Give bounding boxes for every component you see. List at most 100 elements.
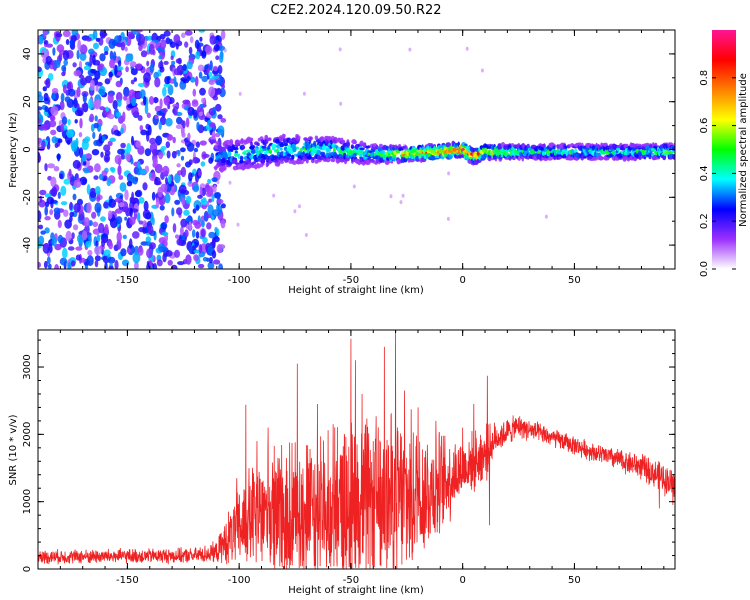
noise-blob	[115, 208, 121, 214]
noise-blob	[59, 173, 64, 180]
noise-blob	[115, 66, 124, 71]
noise-blob	[163, 83, 171, 88]
ridge-cell	[249, 145, 255, 150]
noise-blob	[120, 248, 127, 257]
noise-blob	[44, 216, 51, 221]
noise-blob	[177, 149, 181, 157]
x-tick-label: -50	[343, 275, 359, 286]
noise-blob	[56, 44, 65, 53]
x-tick-label: 0	[459, 575, 465, 586]
noise-blob	[137, 82, 145, 88]
noise-blob	[135, 63, 143, 70]
noise-blob	[92, 221, 99, 228]
noise-blob	[208, 86, 216, 98]
noise-blob	[88, 220, 93, 226]
noise-blob	[51, 93, 56, 100]
noise-blob	[57, 234, 64, 244]
ridge-cell	[396, 159, 401, 165]
noise-blob	[197, 170, 202, 177]
ridge-cell	[221, 157, 227, 164]
noise-blob	[86, 184, 91, 195]
noise-blob	[195, 231, 200, 239]
noise-blob	[152, 263, 158, 269]
noise-blob	[44, 193, 52, 198]
spectrogram-panel: -150 -100 -50 0 50 -40 -20 0 20 40 Height of stra…	[8, 29, 676, 296]
ridge-cell	[407, 159, 411, 163]
y-tick-label: -20	[22, 189, 33, 205]
noise-blob	[63, 178, 71, 185]
ridge-cell	[293, 146, 297, 151]
noise-blob	[201, 187, 207, 197]
noise-blob	[158, 55, 163, 60]
ridge-cell	[344, 157, 350, 162]
ridge-cell	[313, 140, 317, 147]
noise-blob	[133, 111, 140, 116]
noise-blob	[103, 201, 109, 209]
noise-blob	[99, 53, 106, 62]
ridge-cell	[233, 147, 239, 151]
noise-blob	[39, 195, 43, 203]
noise-blob	[199, 186, 203, 197]
noise-blob	[73, 202, 81, 213]
noise-blob	[108, 241, 113, 250]
ridge-cell	[350, 144, 354, 150]
noise-blob	[57, 191, 61, 199]
noise-blob	[154, 114, 159, 120]
x-tick-label: -150	[116, 575, 139, 586]
noise-blob	[139, 168, 147, 175]
noise-blob	[204, 64, 209, 70]
ridge-cell	[452, 147, 457, 152]
noise-blob	[71, 232, 75, 240]
colorbar-tick-label: 0.0	[699, 261, 710, 277]
noise-blob	[100, 216, 106, 222]
noise-speckle	[304, 233, 308, 237]
noise-blob	[137, 161, 141, 169]
ridge-cell	[309, 136, 313, 141]
noise-blob	[188, 247, 193, 252]
noise-blob	[166, 134, 173, 141]
noise-blob	[204, 45, 213, 55]
noise-blob	[117, 60, 122, 67]
noise-blob	[151, 148, 158, 156]
noise-blob	[126, 97, 130, 107]
noise-blob	[211, 177, 218, 183]
noise-blob	[161, 231, 169, 236]
noise-blob	[109, 59, 115, 69]
ridge-cell	[390, 160, 394, 164]
ridge-cell	[353, 152, 358, 156]
noise-blob	[162, 165, 170, 176]
noise-blob	[168, 174, 172, 185]
noise-blob	[85, 241, 92, 248]
noise-blob	[59, 100, 65, 111]
noise-blob	[126, 142, 132, 154]
noise-blob	[47, 263, 52, 269]
noise-blob	[177, 261, 185, 266]
noise-blob	[108, 38, 116, 49]
ridge-cell	[612, 143, 616, 150]
ridge-cell	[319, 136, 325, 142]
ridge-cell	[493, 155, 497, 160]
noise-blob	[221, 83, 226, 90]
noise-blob	[60, 123, 64, 133]
noise-blob	[114, 64, 118, 75]
figure-title: C2E2.2024.120.09.50.R22	[270, 3, 441, 18]
noise-speckle	[238, 91, 242, 96]
noise-blob	[51, 186, 58, 197]
noise-blob	[159, 200, 164, 206]
noise-blob	[208, 79, 215, 85]
noise-blob	[185, 217, 192, 222]
noise-blob	[66, 129, 74, 138]
ridge-cell	[237, 153, 241, 159]
noise-blob	[140, 50, 148, 58]
noise-blob	[43, 260, 48, 269]
noise-blob	[117, 98, 122, 107]
noise-blob	[38, 66, 42, 73]
noise-blob	[214, 88, 223, 95]
noise-blob	[181, 132, 186, 138]
noise-blob	[116, 71, 123, 76]
ridge-cell	[278, 154, 282, 159]
noise-blob	[148, 43, 155, 55]
ridge-cell	[622, 156, 628, 161]
noise-blob	[211, 250, 217, 259]
noise-blob	[91, 211, 97, 219]
